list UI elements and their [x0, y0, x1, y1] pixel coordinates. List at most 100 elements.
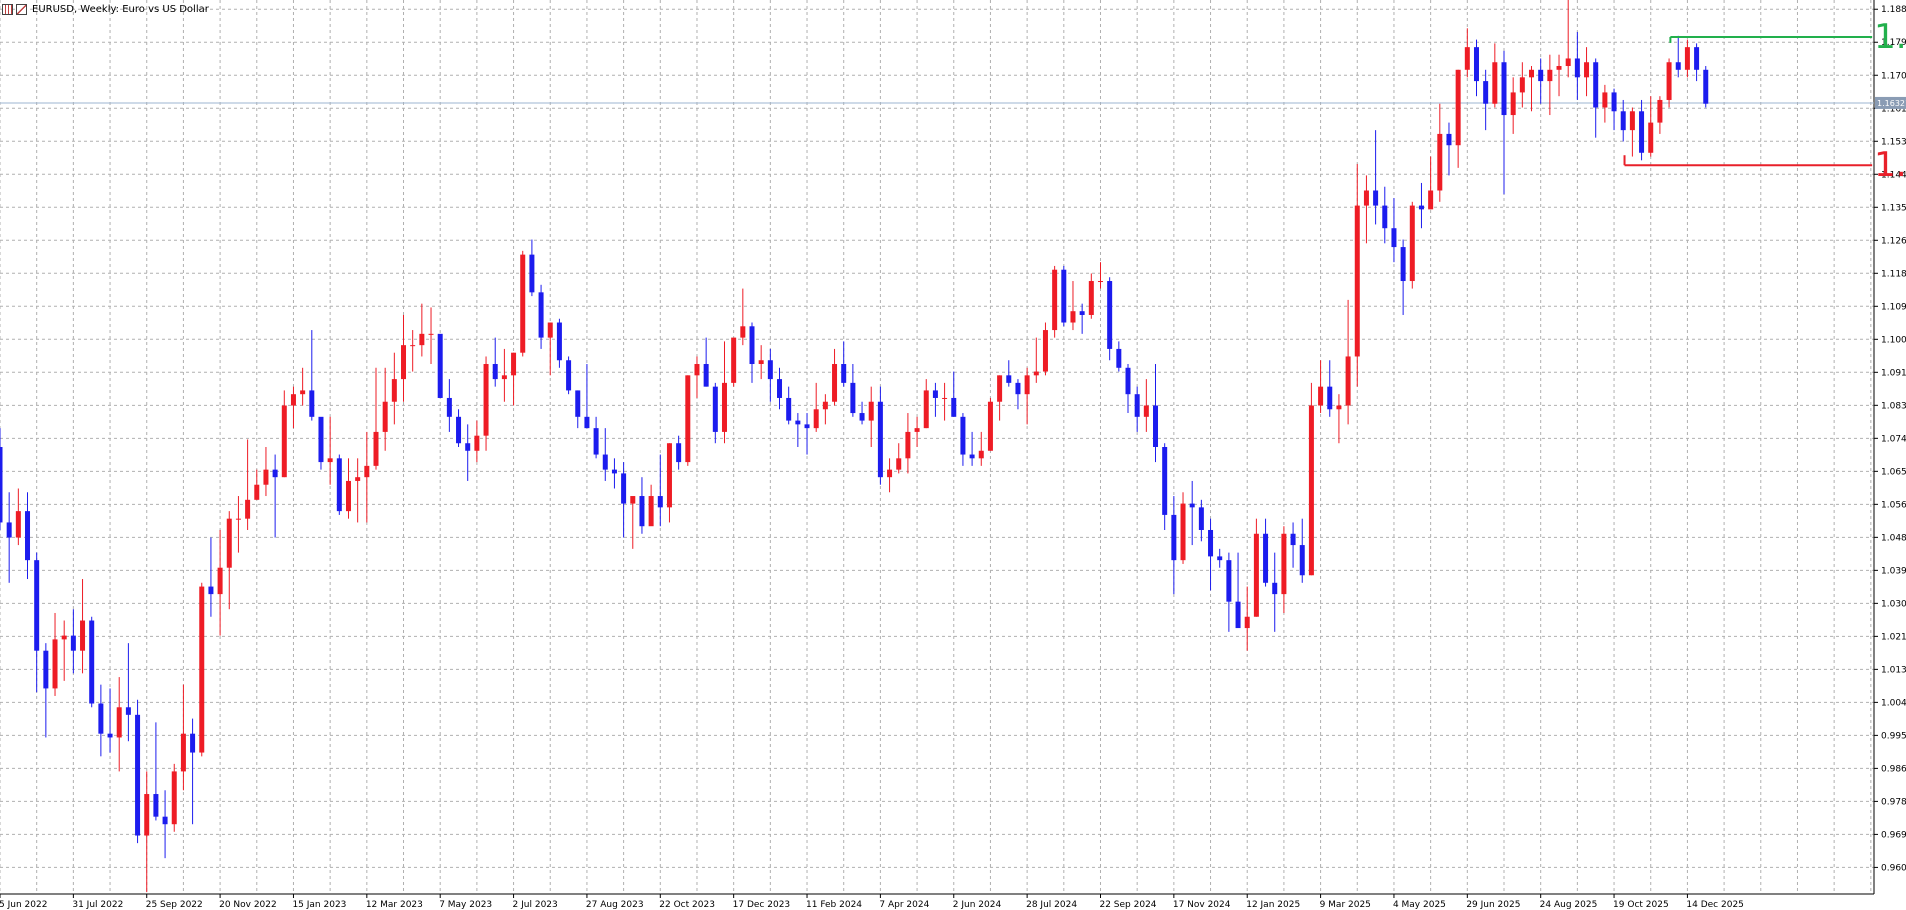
candle-body[interactable]	[70, 635, 76, 651]
candle-body[interactable]	[731, 337, 737, 383]
candle-body[interactable]	[520, 254, 526, 353]
candle-body[interactable]	[1593, 62, 1599, 108]
candle-body[interactable]	[1529, 69, 1535, 78]
candle-body[interactable]	[1327, 386, 1333, 410]
candle-body[interactable]	[777, 379, 783, 398]
candle-body[interactable]	[0, 447, 3, 523]
candle-body[interactable]	[89, 620, 95, 704]
candle-body[interactable]	[1464, 47, 1470, 70]
candle-body[interactable]	[1382, 205, 1388, 229]
candle-body[interactable]	[822, 401, 828, 410]
chart-icon[interactable]	[16, 3, 27, 15]
candle-body[interactable]	[969, 454, 975, 459]
candle-body[interactable]	[6, 522, 12, 538]
candle-body[interactable]	[556, 322, 562, 361]
candle-body[interactable]	[1510, 92, 1516, 116]
candle-body[interactable]	[887, 469, 893, 478]
candle-body[interactable]	[34, 560, 40, 651]
candle-body[interactable]	[456, 416, 462, 444]
candle-body[interactable]	[1097, 281, 1103, 283]
candle-body[interactable]	[217, 567, 223, 595]
candle-body[interactable]	[80, 620, 86, 651]
candle-body[interactable]	[611, 469, 617, 474]
plot-area[interactable]	[0, 0, 1874, 894]
candle-body[interactable]	[190, 733, 196, 753]
candle-body[interactable]	[914, 428, 920, 432]
candle-body[interactable]	[364, 465, 370, 478]
candle-body[interactable]	[877, 401, 883, 478]
candle-body[interactable]	[795, 420, 801, 425]
candle-body[interactable]	[1473, 47, 1479, 82]
candle-body[interactable]	[685, 375, 691, 463]
candle-body[interactable]	[446, 397, 452, 417]
candle-body[interactable]	[1483, 81, 1489, 104]
candle-body[interactable]	[584, 416, 590, 429]
candle-body[interactable]	[1694, 47, 1700, 70]
candle-body[interactable]	[1565, 58, 1571, 67]
candle-body[interactable]	[657, 496, 663, 508]
candle-body[interactable]	[712, 386, 718, 432]
candle-body[interactable]	[758, 360, 764, 365]
candle-body[interactable]	[373, 431, 379, 466]
candle-body[interactable]	[1153, 405, 1159, 447]
candle-body[interactable]	[942, 397, 948, 399]
candle-body[interactable]	[1290, 533, 1296, 546]
candle-body[interactable]	[1501, 62, 1507, 116]
candle-body[interactable]	[1299, 545, 1305, 576]
candle-body[interactable]	[1070, 311, 1076, 323]
candle-body[interactable]	[135, 714, 141, 836]
candle-body[interactable]	[419, 333, 425, 346]
candle-body[interactable]	[61, 635, 67, 640]
candle-body[interactable]	[1042, 330, 1048, 372]
candle-body[interactable]	[1253, 533, 1259, 617]
candle-body[interactable]	[15, 511, 21, 538]
candle-body[interactable]	[1198, 507, 1204, 530]
candle-body[interactable]	[740, 326, 746, 338]
candle-body[interactable]	[199, 586, 205, 753]
candle-body[interactable]	[1492, 62, 1498, 104]
candle-body[interactable]	[300, 390, 306, 395]
candle-body[interactable]	[648, 496, 654, 527]
candle-body[interactable]	[318, 416, 324, 463]
candle-body[interactable]	[1263, 533, 1269, 583]
candle-body[interactable]	[813, 409, 819, 429]
candle-body[interactable]	[309, 390, 315, 417]
candle-body[interactable]	[786, 397, 792, 421]
candle-body[interactable]	[428, 333, 434, 335]
candle-body[interactable]	[666, 443, 672, 508]
candle-body[interactable]	[1574, 58, 1580, 78]
candle-body[interactable]	[1244, 616, 1250, 629]
candle-body[interactable]	[235, 518, 241, 520]
candle-body[interactable]	[492, 364, 498, 380]
candle-body[interactable]	[896, 458, 902, 470]
candle-body[interactable]	[1125, 367, 1131, 395]
candle-body[interactable]	[153, 794, 159, 817]
candle-body[interactable]	[703, 364, 709, 387]
candle-body[interactable]	[850, 382, 856, 414]
candle-body[interactable]	[1217, 556, 1223, 561]
candle-body[interactable]	[162, 816, 168, 825]
candle-body[interactable]	[868, 401, 874, 421]
candle-body[interactable]	[382, 401, 388, 432]
candle-body[interactable]	[1235, 601, 1241, 629]
candle-body[interactable]	[621, 473, 627, 504]
candle-body[interactable]	[180, 733, 186, 772]
candle-body[interactable]	[1675, 62, 1681, 70]
candle-body[interactable]	[144, 794, 150, 836]
candle-body[interactable]	[1363, 190, 1369, 206]
candle-body[interactable]	[1519, 77, 1525, 93]
candle-body[interactable]	[1620, 111, 1626, 131]
candle-body[interactable]	[437, 333, 443, 398]
candle-body[interactable]	[1171, 514, 1177, 561]
candle-body[interactable]	[245, 499, 251, 519]
candle-body[interactable]	[960, 416, 966, 455]
candle-body[interactable]	[1602, 92, 1608, 108]
candle-body[interactable]	[116, 707, 122, 738]
candle-body[interactable]	[107, 733, 113, 738]
candle-body[interactable]	[841, 364, 847, 383]
candle-body[interactable]	[226, 518, 232, 568]
candle-body[interactable]	[1373, 190, 1379, 206]
candle-body[interactable]	[1180, 503, 1186, 561]
candle-body[interactable]	[125, 707, 131, 715]
